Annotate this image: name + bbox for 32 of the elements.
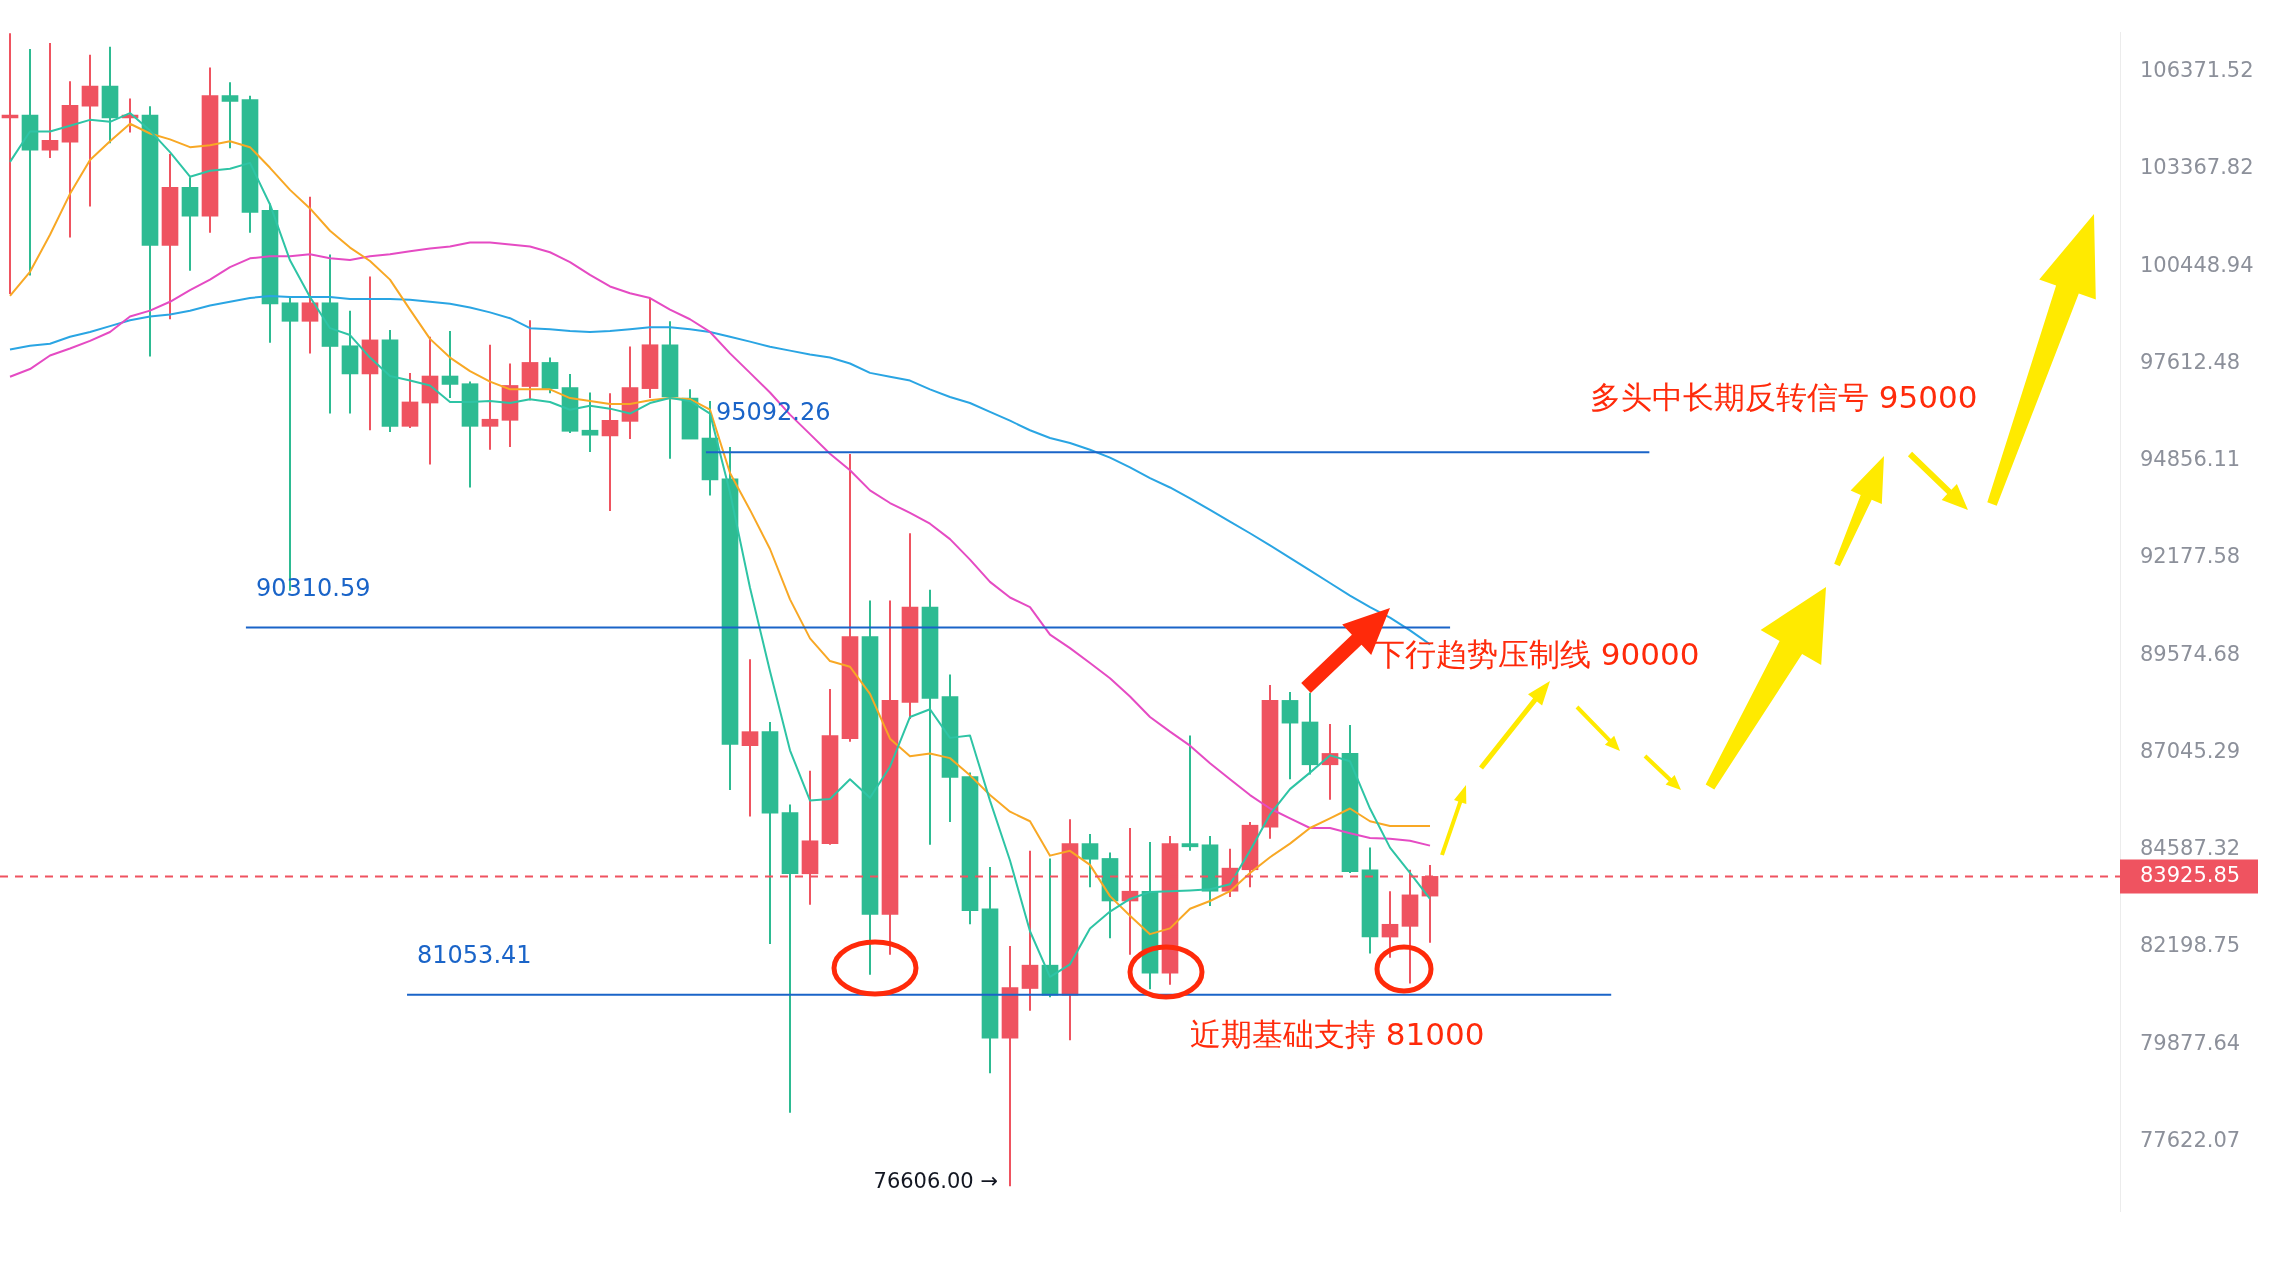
- y-tick-label: 84587.32: [2140, 836, 2241, 861]
- y-tick-label: 100448.94: [2140, 252, 2254, 277]
- candlestick: [41, 42, 59, 159]
- candlestick: [1181, 734, 1199, 852]
- candlestick: [1081, 833, 1099, 889]
- candlestick: [481, 343, 499, 451]
- annotation: 下行趋势压制线 90000: [1374, 636, 1700, 673]
- y-tick-label: 82198.75: [2140, 933, 2241, 958]
- candlestick: [601, 392, 619, 513]
- annotation: 近期基础支持 81000: [1190, 1016, 1485, 1053]
- y-tick-label: 89574.68: [2140, 641, 2241, 666]
- candlestick: [741, 658, 759, 818]
- y-tick-label: 79877.64: [2140, 1030, 2241, 1055]
- annotation: 76606.00 →: [873, 1169, 998, 1194]
- candlestick: [221, 81, 239, 150]
- candlestick: [441, 329, 459, 400]
- candlestick: [581, 391, 599, 453]
- y-tick-label: 77622.07: [2140, 1127, 2241, 1152]
- candlestick: [81, 53, 99, 208]
- ref-line-label: 90310.59: [255, 573, 371, 602]
- y-tick-label: 94856.11: [2140, 447, 2241, 472]
- y-tick-label: 103367.82: [2140, 155, 2254, 180]
- ref-line-label: 83925.85: [2140, 862, 2241, 887]
- ref-line-label: 81053.41: [417, 940, 532, 969]
- y-tick-label: 106371.52: [2140, 58, 2254, 83]
- y-tick-label: 87045.29: [2140, 738, 2241, 763]
- candlestick: [1281, 690, 1299, 781]
- candlestick: [301, 195, 319, 355]
- annotation: 多头中长期反转信号 95000: [1590, 379, 1978, 416]
- y-tick-label: 97612.48: [2140, 349, 2241, 374]
- y-tick-label: 92177.58: [2140, 544, 2241, 569]
- candlestick: [1381, 890, 1399, 959]
